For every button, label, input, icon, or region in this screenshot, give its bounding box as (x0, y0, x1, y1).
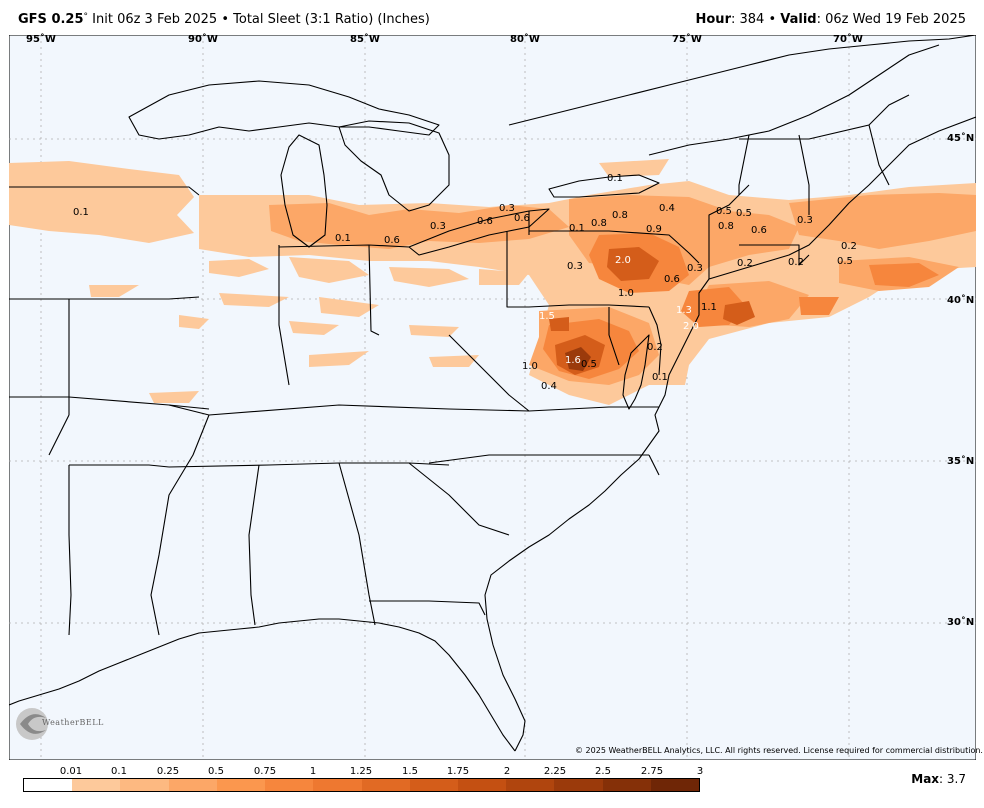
sleet-shading (9, 159, 976, 405)
legend-tick: 2.75 (640, 766, 664, 777)
lon-label: 80˚W (510, 34, 540, 45)
value-label: 0.8 (612, 210, 628, 221)
legend-swatch (650, 779, 700, 791)
value-label: 1.6 (565, 355, 581, 366)
value-label: 1.0 (522, 361, 538, 372)
value-label: 0.5 (837, 256, 853, 267)
max-label: Max (911, 772, 940, 786)
copyright-notice: © 2025 WeatherBELL Analytics, LLC. All r… (575, 746, 983, 755)
legend-swatch (602, 779, 651, 791)
value-label: 0.1 (652, 372, 668, 383)
value-label: 0.6 (384, 235, 400, 246)
lat-label: 40˚N (947, 295, 975, 306)
swirl-icon (16, 708, 48, 740)
value-label: 0.8 (718, 221, 734, 232)
hour-value: : 384 • (730, 12, 781, 27)
value-label: 0.4 (659, 203, 675, 214)
legend-tick: 1 (309, 766, 317, 777)
legend-swatch (265, 779, 314, 791)
lon-label: 85˚W (350, 34, 380, 45)
lat-label: 30˚N (947, 617, 975, 628)
value-label: 2.0 (683, 321, 699, 332)
legend-swatch (72, 779, 121, 791)
value-label: 0.5 (716, 206, 732, 217)
legend-tick: 3 (696, 766, 704, 777)
legend-swatch (361, 779, 410, 791)
legend-swatch (313, 779, 362, 791)
coastlines-and-borders (9, 35, 976, 752)
value-label: 0.3 (430, 221, 446, 232)
lon-label: 75˚W (672, 34, 702, 45)
sleet-map: 0.1 0.1 0.6 0.3 0.6 0.6 0.3 0.1 0.1 0.8 … (9, 35, 976, 760)
value-label: 0.3 (499, 203, 515, 214)
lat-label: 45˚N (947, 133, 975, 144)
legend-tick: 2.25 (543, 766, 567, 777)
value-label: 0.4 (541, 381, 557, 392)
valid-value: : 06z Wed 19 Feb 2025 (816, 12, 966, 27)
weatherbell-logo: WeatherBELL (14, 704, 103, 744)
map-title: GFS 0.25° Init 06z 3 Feb 2025 • Total Sl… (18, 12, 430, 27)
value-label: 1.3 (676, 305, 692, 316)
value-label: 1.5 (539, 311, 555, 322)
legend-tick: 0.1 (111, 766, 127, 777)
legend-tick: 0.75 (253, 766, 277, 777)
value-label: 0.5 (581, 359, 597, 370)
value-label: 0.2 (737, 258, 753, 269)
valid-time: Hour: 384 • Valid: 06z Wed 19 Feb 2025 (696, 12, 967, 27)
value-label: 0.1 (607, 173, 623, 184)
legend-swatch (409, 779, 458, 791)
legend-tick: 1.5 (402, 766, 418, 777)
valid-label: Valid (780, 12, 817, 27)
degree-mark: ° (83, 12, 89, 22)
legend-tick: 0.25 (156, 766, 180, 777)
value-label: 2.0 (615, 255, 631, 266)
legend-swatch (216, 779, 266, 791)
value-label: 0.2 (788, 257, 804, 268)
lon-label: 95˚W (26, 34, 56, 45)
legend-ticks: 0.01 0.1 0.25 0.5 0.75 1 1.25 1.5 1.75 2… (0, 766, 984, 778)
legend-tick: 2 (503, 766, 511, 777)
value-label: 1.1 (701, 302, 717, 313)
value-label: 0.3 (797, 215, 813, 226)
lat-label: 35˚N (947, 456, 975, 467)
legend-swatch (24, 779, 73, 791)
value-label: 0.5 (736, 208, 752, 219)
value-label: 1.0 (618, 288, 634, 299)
value-label: 0.6 (477, 216, 493, 227)
model-name: GFS 0.25 (18, 12, 84, 27)
value-label: 0.1 (335, 233, 351, 244)
value-label: 0.3 (567, 261, 583, 272)
value-label: 0.2 (647, 342, 663, 353)
legend-swatch (168, 779, 217, 791)
legend-tick: 0.5 (208, 766, 224, 777)
value-label: 0.6 (751, 225, 767, 236)
legend-tick: 1.75 (446, 766, 470, 777)
legend-swatch (554, 779, 603, 791)
value-label: 0.2 (841, 241, 857, 252)
max-number: : 3.7 (939, 772, 966, 786)
lon-label: 90˚W (188, 34, 218, 45)
value-label: 0.3 (687, 263, 703, 274)
value-label: 0.8 (591, 218, 607, 229)
color-legend (23, 778, 700, 792)
value-label: 0.1 (73, 207, 89, 218)
value-label: 0.6 (514, 213, 530, 224)
lon-label: 70˚W (833, 34, 863, 45)
legend-tick: 2.5 (595, 766, 611, 777)
legend-tick: 0.01 (59, 766, 83, 777)
value-label: 0.9 (646, 224, 662, 235)
logo-text: WeatherBELL (42, 718, 104, 727)
legend-swatch (457, 779, 507, 791)
value-label: 0.6 (664, 274, 680, 285)
max-value: Max: 3.7 (911, 772, 966, 786)
legend-swatch (120, 779, 169, 791)
value-label: 0.1 (569, 223, 585, 234)
legend-tick: 1.25 (349, 766, 373, 777)
init-text: Init 06z 3 Feb 2025 • Total Sleet (3:1 R… (88, 12, 430, 27)
legend-swatch (506, 779, 555, 791)
hour-label: Hour (695, 12, 731, 27)
value-labels: 0.1 0.1 0.6 0.3 0.6 0.6 0.3 0.1 0.1 0.8 … (73, 173, 857, 392)
